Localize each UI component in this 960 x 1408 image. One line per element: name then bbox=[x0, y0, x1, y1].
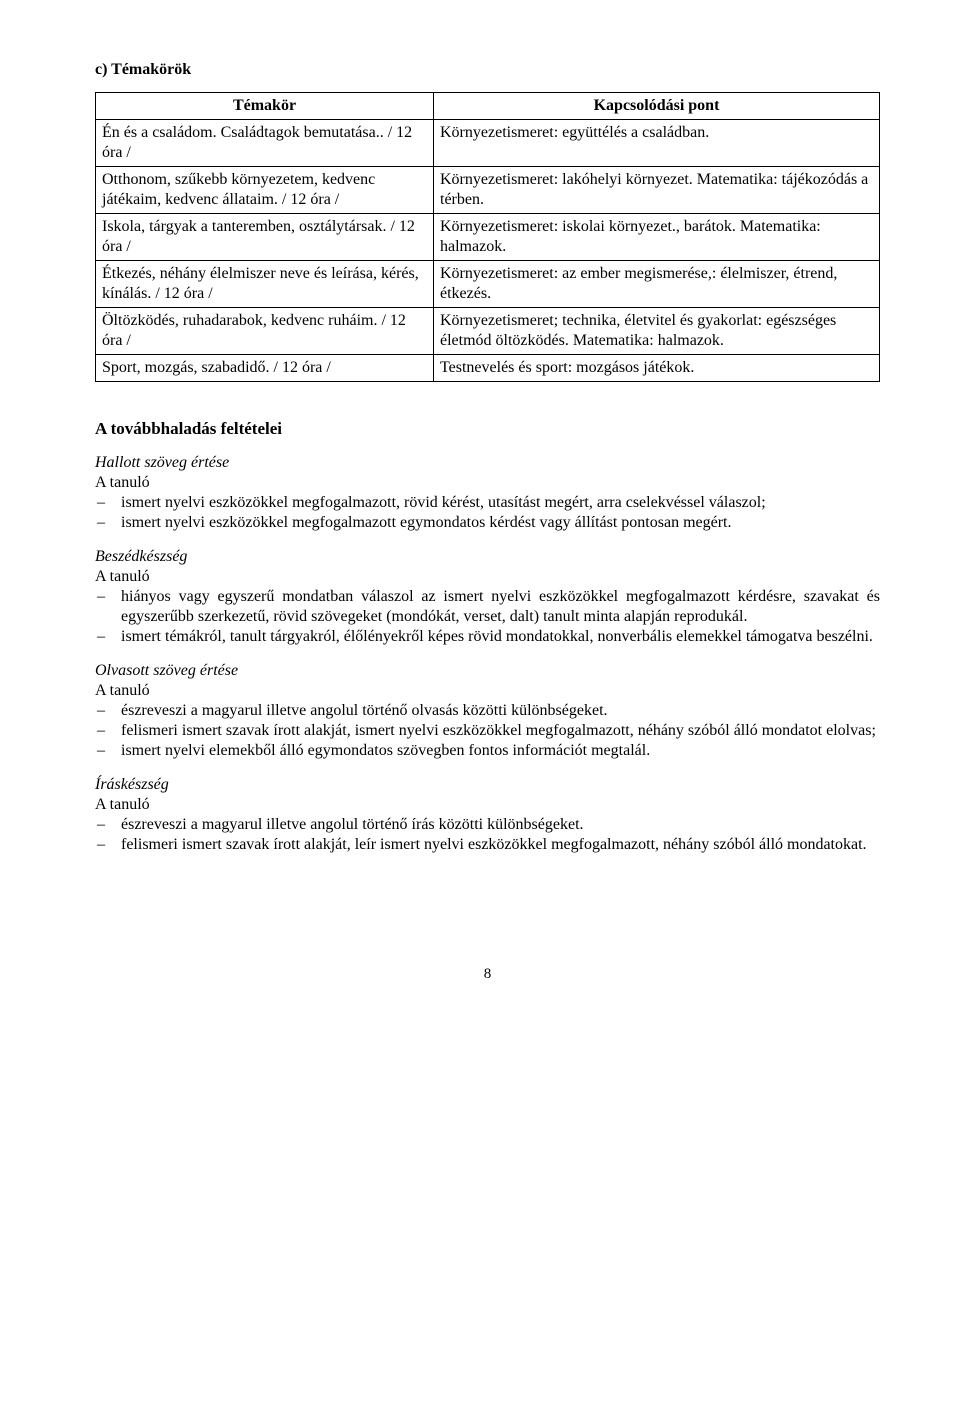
skill-reading-list: észreveszi a magyarul illetve angolul tö… bbox=[95, 701, 880, 761]
list-item: felismeri ismert szavak írott alakját, l… bbox=[121, 835, 880, 855]
list-item: észreveszi a magyarul illetve angolul tö… bbox=[121, 815, 880, 835]
table-row: Otthonom, szűkebb környezetem, kedvenc j… bbox=[96, 167, 880, 214]
table-row: Én és a családom. Családtagok bemutatása… bbox=[96, 120, 880, 167]
list-item: ismert nyelvi elemekből álló egymondatos… bbox=[121, 741, 880, 761]
table-header-right: Kapcsolódási pont bbox=[434, 93, 880, 120]
list-item: ismert nyelvi eszközökkel megfogalmazott… bbox=[121, 513, 880, 533]
table-cell-right: Testnevelés és sport: mozgásos játékok. bbox=[434, 355, 880, 382]
table-cell-left: Sport, mozgás, szabadidő. / 12 óra / bbox=[96, 355, 434, 382]
table-cell-left: Én és a családom. Családtagok bemutatása… bbox=[96, 120, 434, 167]
table-cell-right: Környezetismeret; technika, életvitel és… bbox=[434, 308, 880, 355]
table-row: Étkezés, néhány élelmiszer neve és leírá… bbox=[96, 261, 880, 308]
list-item: hiányos vagy egyszerű mondatban válaszol… bbox=[121, 587, 880, 627]
table-cell-left: Otthonom, szűkebb környezetem, kedvenc j… bbox=[96, 167, 434, 214]
section-header: c) Témakörök bbox=[95, 60, 880, 80]
list-item: észreveszi a magyarul illetve angolul tö… bbox=[121, 701, 880, 721]
table-row: Iskola, tárgyak a tanteremben, osztálytá… bbox=[96, 214, 880, 261]
pupil-label: A tanuló bbox=[95, 473, 880, 493]
pupil-label: A tanuló bbox=[95, 681, 880, 701]
list-item: felismeri ismert szavak írott alakját, i… bbox=[121, 721, 880, 741]
list-item: ismert nyelvi eszközökkel megfogalmazott… bbox=[121, 493, 880, 513]
table-cell-left: Iskola, tárgyak a tanteremben, osztálytá… bbox=[96, 214, 434, 261]
skill-listening-list: ismert nyelvi eszközökkel megfogalmazott… bbox=[95, 493, 880, 533]
table-cell-left: Étkezés, néhány élelmiszer neve és leírá… bbox=[96, 261, 434, 308]
pupil-label: A tanuló bbox=[95, 567, 880, 587]
list-item: ismert témákról, tanult tárgyakról, élől… bbox=[121, 627, 880, 647]
table-row: Sport, mozgás, szabadidő. / 12 óra / Tes… bbox=[96, 355, 880, 382]
skill-speaking-title: Beszédkészség bbox=[95, 547, 880, 567]
page-number: 8 bbox=[95, 965, 880, 984]
topics-table: Témakör Kapcsolódási pont Én és a család… bbox=[95, 92, 880, 382]
table-header-left: Témakör bbox=[96, 93, 434, 120]
table-row: Öltözködés, ruhadarabok, kedvenc ruháim.… bbox=[96, 308, 880, 355]
skill-writing-title: Íráskészség bbox=[95, 775, 880, 795]
table-cell-left: Öltözködés, ruhadarabok, kedvenc ruháim.… bbox=[96, 308, 434, 355]
table-cell-right: Környezetismeret: iskolai környezet., ba… bbox=[434, 214, 880, 261]
pupil-label: A tanuló bbox=[95, 795, 880, 815]
progress-title: A továbbhaladás feltételei bbox=[95, 418, 880, 439]
table-cell-right: Környezetismeret: lakóhelyi környezet. M… bbox=[434, 167, 880, 214]
skill-reading-title: Olvasott szöveg értése bbox=[95, 661, 880, 681]
skill-speaking-list: hiányos vagy egyszerű mondatban válaszol… bbox=[95, 587, 880, 647]
table-cell-right: Környezetismeret: együttélés a családban… bbox=[434, 120, 880, 167]
table-cell-right: Környezetismeret: az ember megismerése,:… bbox=[434, 261, 880, 308]
skill-writing-list: észreveszi a magyarul illetve angolul tö… bbox=[95, 815, 880, 855]
skill-listening-title: Hallott szöveg értése bbox=[95, 453, 880, 473]
